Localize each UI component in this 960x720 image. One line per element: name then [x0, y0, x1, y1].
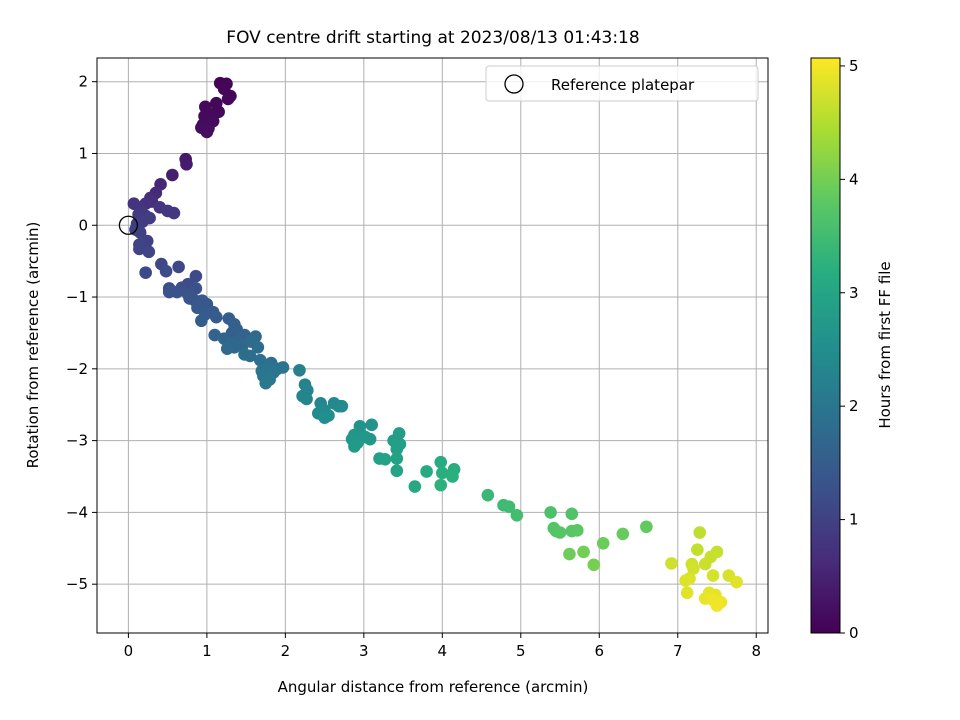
- y-tick-label: 0: [78, 216, 88, 234]
- chart-title: FOV centre drift starting at 2023/08/13 …: [226, 28, 639, 48]
- colorbar-tick-label: 5: [849, 57, 859, 75]
- colorbar-tick-label: 1: [849, 511, 859, 529]
- data-point: [318, 411, 331, 424]
- data-point: [446, 470, 459, 483]
- x-tick-label: 2: [281, 642, 291, 660]
- data-point: [706, 569, 720, 582]
- y-tick-label: −1: [66, 288, 88, 306]
- data-point: [348, 440, 361, 453]
- data-point: [259, 376, 273, 390]
- data-point: [139, 266, 152, 279]
- data-point: [510, 508, 524, 522]
- data-point: [698, 557, 712, 571]
- data-point: [172, 260, 185, 274]
- colorbar-gradient: [810, 57, 841, 634]
- data-point: [687, 562, 700, 575]
- data-point: [365, 418, 378, 432]
- data-point: [195, 314, 208, 328]
- data-point: [335, 399, 349, 413]
- x-tick-label: 7: [673, 642, 683, 660]
- y-tick-label: −2: [66, 360, 88, 378]
- legend-box: [485, 65, 759, 102]
- data-point: [481, 488, 495, 502]
- data-point: [209, 310, 223, 324]
- data-point: [221, 92, 235, 106]
- colorbar-ticks: 0 1 2 3 4 5: [840, 57, 859, 642]
- x-tick-label: 4: [438, 642, 448, 660]
- data-point: [408, 480, 422, 493]
- colorbar-label: Hours from first FF file: [876, 261, 894, 428]
- data-point: [276, 361, 290, 374]
- colorbar-tick-label: 0: [849, 624, 859, 642]
- colorbar-tick-label: 2: [849, 397, 859, 415]
- x-axis-label: Angular distance from reference (arcmin): [278, 678, 589, 696]
- x-tick-label: 3: [359, 642, 369, 660]
- data-point: [436, 466, 449, 480]
- data-point: [691, 543, 704, 557]
- reference-platepar-marker: [118, 215, 139, 235]
- data-point: [710, 599, 724, 613]
- legend-reference-marker: [504, 74, 524, 94]
- y-tick-label: −5: [66, 575, 88, 593]
- data-point: [293, 363, 306, 377]
- data-point: [167, 206, 181, 220]
- colorbar-tick-label: 3: [849, 284, 859, 302]
- data-point: [159, 264, 173, 278]
- data-point: [544, 506, 557, 519]
- data-point: [251, 340, 265, 354]
- data-point: [563, 547, 576, 561]
- data-point: [363, 432, 377, 446]
- data-point: [693, 526, 707, 539]
- data-point: [189, 269, 203, 283]
- data-point: [390, 442, 404, 456]
- data-point: [390, 452, 404, 465]
- plot-area-frame: [96, 57, 769, 634]
- data-point: [577, 545, 590, 559]
- colorbar-tick-label: 4: [849, 170, 859, 188]
- data-point: [200, 125, 214, 139]
- x-tick-label: 0: [124, 642, 134, 660]
- data-point: [680, 586, 694, 600]
- x-tick-label: 1: [202, 642, 212, 660]
- axis-ticks: 0 1 2 3 4 5 6 7 8 −5 −4 −3 −2 −1 0 1 2: [66, 73, 761, 660]
- data-point: [170, 285, 184, 299]
- x-tick-label: 5: [516, 642, 526, 660]
- data-point: [142, 245, 156, 259]
- data-point: [502, 500, 516, 513]
- data-point: [238, 348, 251, 361]
- x-tick-label: 6: [594, 642, 604, 660]
- data-point: [587, 558, 601, 572]
- x-tick-label: 8: [751, 642, 761, 660]
- legend: Reference platepar: [485, 65, 759, 102]
- data-point: [166, 168, 179, 182]
- y-tick-label: 1: [78, 144, 88, 162]
- data-point: [420, 465, 433, 478]
- data-point: [565, 507, 579, 521]
- data-point: [180, 157, 193, 171]
- grid-lines: [97, 58, 768, 633]
- y-tick-label: −4: [66, 503, 88, 521]
- legend-entry-reference-platepar: Reference platepar: [551, 76, 695, 94]
- data-point: [640, 520, 653, 534]
- data-point: [616, 527, 630, 541]
- data-point: [300, 392, 313, 406]
- data-point: [220, 342, 234, 356]
- y-tick-label: 2: [78, 73, 88, 91]
- data-point: [434, 478, 448, 492]
- y-tick-label: −3: [66, 432, 88, 450]
- y-axis-label: Rotation from reference (arcmin): [24, 222, 42, 469]
- data-point: [730, 575, 743, 589]
- data-point: [570, 524, 584, 537]
- data-point: [390, 464, 404, 478]
- data-point: [553, 526, 567, 539]
- data-point: [378, 452, 392, 466]
- colorbar: 0 1 2 3 4 5 Hours from first FF file: [810, 57, 894, 642]
- data-point: [679, 574, 692, 587]
- data-point: [434, 455, 448, 469]
- data-points: [118, 76, 743, 613]
- data-point: [665, 557, 678, 570]
- data-point: [596, 536, 610, 550]
